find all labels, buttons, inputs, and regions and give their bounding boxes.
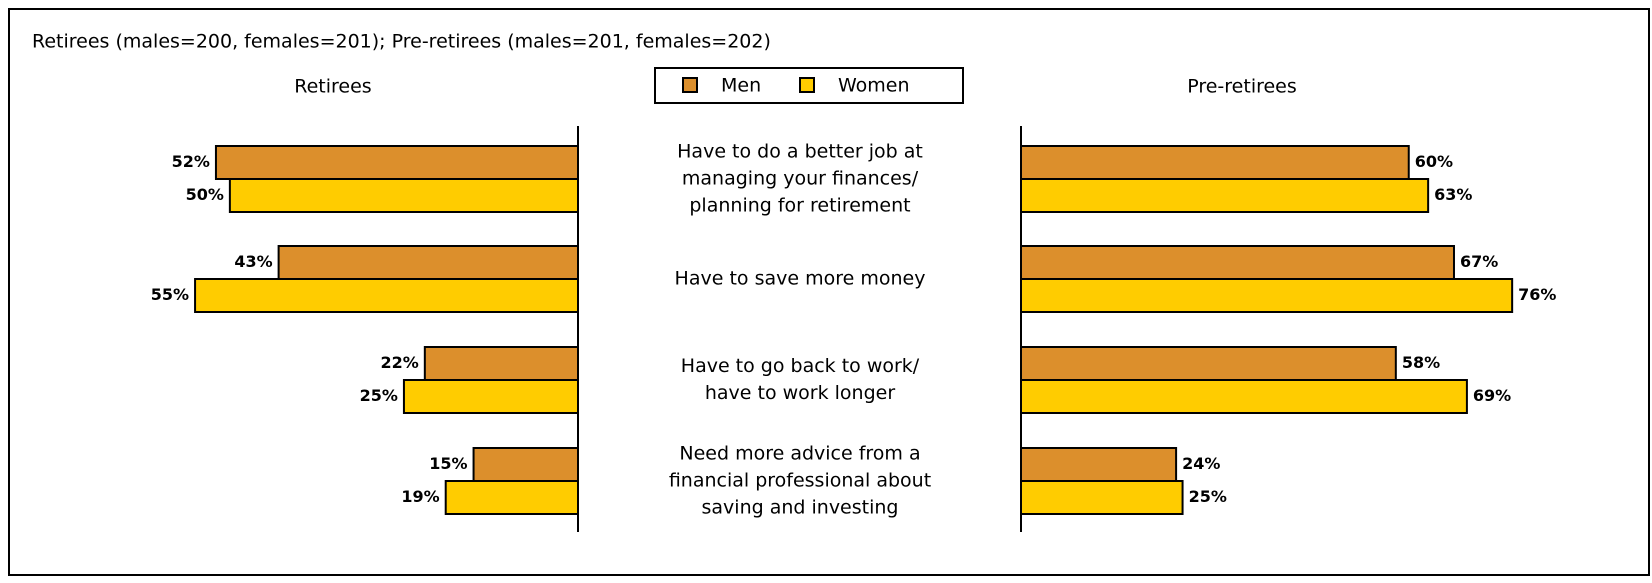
legend-label: Men [721, 75, 761, 97]
category-label: saving and investing [702, 497, 899, 519]
bar [277, 245, 579, 280]
bar [444, 480, 579, 515]
bar [228, 178, 579, 213]
value-label: 24% [1182, 454, 1220, 473]
bar [1020, 379, 1468, 414]
category-label: have to work longer [705, 382, 895, 404]
value-label: 63% [1434, 185, 1472, 204]
value-label: 58% [1402, 353, 1440, 372]
value-label: 22% [381, 353, 419, 372]
value-label: 52% [172, 152, 210, 171]
value-label: 67% [1460, 252, 1498, 271]
bar [1020, 145, 1410, 180]
bar [1020, 245, 1455, 280]
category-label: planning for retirement [689, 195, 910, 217]
value-label: 43% [234, 252, 272, 271]
category-label: financial professional about [669, 470, 931, 492]
subtitle: Retirees (males=200, females=201); Pre-r… [32, 31, 771, 53]
bar [1020, 178, 1430, 213]
category-label: Have to save more money [675, 268, 926, 290]
bar [472, 447, 579, 482]
bar [214, 145, 579, 180]
panel-title: Pre-retirees [1187, 76, 1297, 98]
legend-swatch [682, 77, 698, 93]
legend-box [654, 67, 964, 104]
bar [1020, 447, 1178, 482]
bar [423, 346, 580, 381]
panel-title: Retirees [294, 76, 371, 98]
category-label: Have to go back to work/ [681, 355, 920, 377]
legend-label: Women [838, 75, 910, 97]
bar [402, 379, 579, 414]
value-label: 19% [401, 487, 439, 506]
value-label: 25% [360, 386, 398, 405]
category-label: Have to do a better job at [677, 141, 923, 163]
bar [1020, 278, 1514, 313]
value-label: 76% [1518, 285, 1556, 304]
category-label: Need more advice from a [679, 443, 920, 465]
value-label: 50% [186, 185, 224, 204]
value-label: 60% [1415, 152, 1453, 171]
bar [1020, 480, 1184, 515]
bar [194, 278, 579, 313]
value-label: 69% [1473, 386, 1511, 405]
bar [1020, 346, 1397, 381]
value-label: 25% [1189, 487, 1227, 506]
value-label: 15% [429, 454, 467, 473]
frame [8, 8, 1650, 576]
value-label: 55% [151, 285, 189, 304]
category-label: managing your finances/ [682, 168, 919, 190]
legend-swatch [799, 77, 815, 93]
